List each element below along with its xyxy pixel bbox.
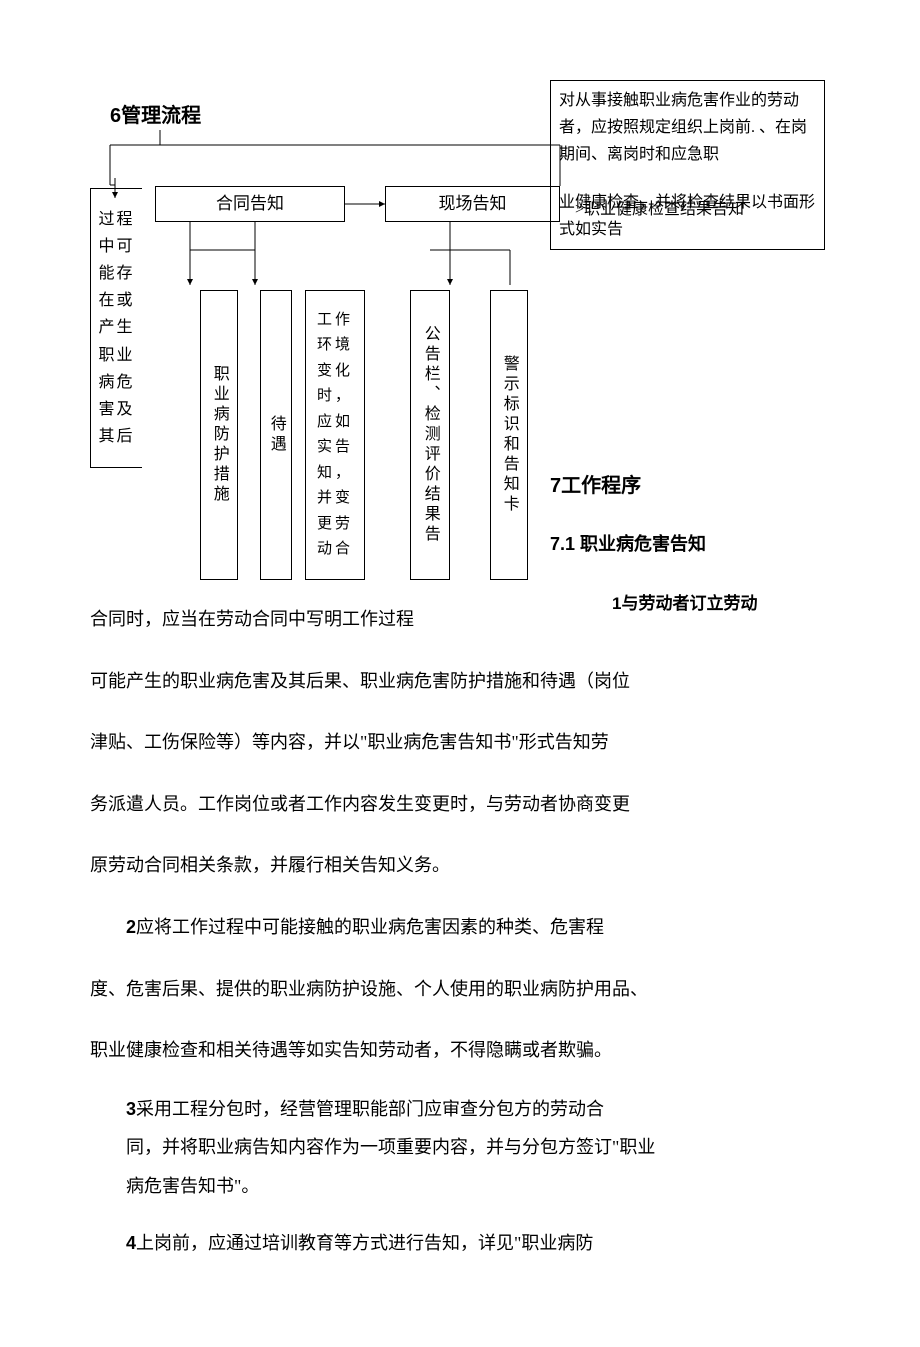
heading-7: 7工作程序 <box>550 470 641 502</box>
label-col-5: 警示标识和告知卡 <box>496 355 522 515</box>
label-col-4: 公告栏、检测评价结果告 <box>417 325 443 545</box>
num-2: 2 <box>126 917 136 937</box>
box-col-1: 职业病防护措施 <box>200 290 238 580</box>
box-contract-notify: 合同告知 <box>155 186 345 222</box>
label-contract-notify: 合同告知 <box>216 191 284 217</box>
para-6: 度、危害后果、提供的职业病防护设施、个人使用的职业病防护用品、 <box>90 970 830 1010</box>
label-left-tall: 过程中可能存在或产生职业病危害及其后 <box>95 206 138 451</box>
label-col-1: 职业病防护措施 <box>206 365 232 505</box>
line-7-1-b: 1与劳动者订立劳动 <box>612 590 757 617</box>
label-col-2: 待遇 <box>263 415 289 455</box>
box-col-2: 待遇 <box>260 290 292 580</box>
para-8a: 3采用工程分包时，经营管理职能部门应审查分包方的劳动合 <box>90 1093 830 1125</box>
para-8-block: 3采用工程分包时，经营管理职能部门应审查分包方的劳动合 同，并将职业病告知内容作… <box>90 1093 830 1202</box>
num-3: 3 <box>126 1099 136 1119</box>
para-4: 原劳动合同相关条款，并履行相关告知义务。 <box>90 846 830 886</box>
para-8c: 病危害告知书"。 <box>90 1170 830 1202</box>
para-8b: 同，并将职业病告知内容作为一项重要内容，并与分包方签订"职业 <box>90 1131 830 1163</box>
label-site-notify: 现场告知 <box>439 191 507 217</box>
management-flow-section: 6管理流程 合同告知 现场告知 过程中可能存在或产生职业病危害及其后 职业病防护… <box>90 80 830 600</box>
box-col-5: 警示标识和告知卡 <box>490 290 528 580</box>
para-2: 津贴、工伤保险等）等内容，并以"职业病危害告知书"形式告知劳 <box>90 723 830 763</box>
box-col-3: 工作环境变化时，应如实告知，并变更劳动合 <box>305 290 365 580</box>
box-col-4: 公告栏、检测评价结果告 <box>410 290 450 580</box>
heading-6: 6管理流程 <box>110 100 201 132</box>
para-5: 2应将工作过程中可能接触的职业病危害因素的种类、危害程 <box>90 908 830 948</box>
heading-7-1: 7.1 职业病危害告知 <box>550 530 706 559</box>
para-3: 务派遣人员。工作岗位或者工作内容发生变更时，与劳动者协商变更 <box>90 785 830 825</box>
para-5-text: 应将工作过程中可能接触的职业病危害因素的种类、危害程 <box>136 917 604 937</box>
para-9: 4上岗前，应通过培训教育等方式进行告知，详见"职业病防 <box>90 1224 830 1264</box>
label-col-3: 工作环境变化时，应如实告知，并变更劳动合 <box>310 308 360 563</box>
para-1: 可能产生的职业病危害及其后果、职业病危害防护措施和待遇（岗位 <box>90 662 830 702</box>
para-8a-text: 采用工程分包时，经营管理职能部门应审查分包方的劳动合 <box>136 1099 604 1119</box>
box-site-notify: 现场告知 <box>385 186 560 222</box>
num-4: 4 <box>126 1233 136 1253</box>
para-9-text: 上岗前，应通过培训教育等方式进行告知，详见"职业病防 <box>136 1233 593 1253</box>
top-right-main: 对从事接触职业病危害作业的劳动者，应按照规定组织上岗前. 、在岗期间、离岗时和应… <box>559 87 816 169</box>
box-left-tall: 过程中可能存在或产生职业病危害及其后 <box>90 188 142 468</box>
top-right-label: >职业健康检查结果告知 <box>575 197 744 223</box>
box-top-right: 对从事接触职业病危害作业的劳动者，应按照规定组织上岗前. 、在岗期间、离岗时和应… <box>550 80 825 250</box>
body-text: 合同时，应当在劳动合同中写明工作过程 可能产生的职业病危害及其后果、职业病危害防… <box>90 600 830 1264</box>
para-7: 职业健康检查和相关待遇等如实告知劳动者，不得隐瞒或者欺骗。 <box>90 1031 830 1071</box>
